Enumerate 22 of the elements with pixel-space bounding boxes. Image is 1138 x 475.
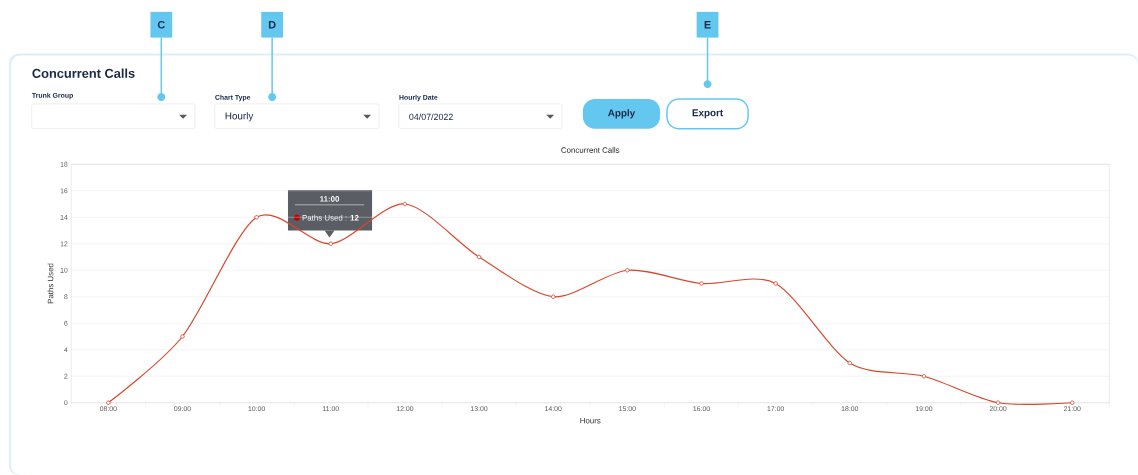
point: [1070, 400, 1075, 405]
point: [921, 374, 927, 379]
text: E: [704, 21, 711, 29]
text: Hourly: [225, 112, 254, 122]
point: [847, 360, 853, 366]
text: Export: [692, 109, 724, 119]
point: [106, 400, 111, 405]
text: C: [157, 20, 165, 29]
point: [699, 281, 704, 286]
point: [625, 268, 630, 273]
text: D: [268, 21, 276, 29]
text: 04/07/2022: [409, 113, 453, 121]
point: [328, 241, 333, 246]
text: Apply: [608, 109, 636, 119]
point: [995, 400, 1001, 405]
point: [402, 201, 408, 207]
point: [773, 281, 778, 286]
text: Concurrent Calls: [32, 68, 135, 78]
point: [550, 294, 556, 299]
point: [180, 334, 185, 339]
point: [254, 215, 259, 220]
point: [476, 254, 482, 260]
